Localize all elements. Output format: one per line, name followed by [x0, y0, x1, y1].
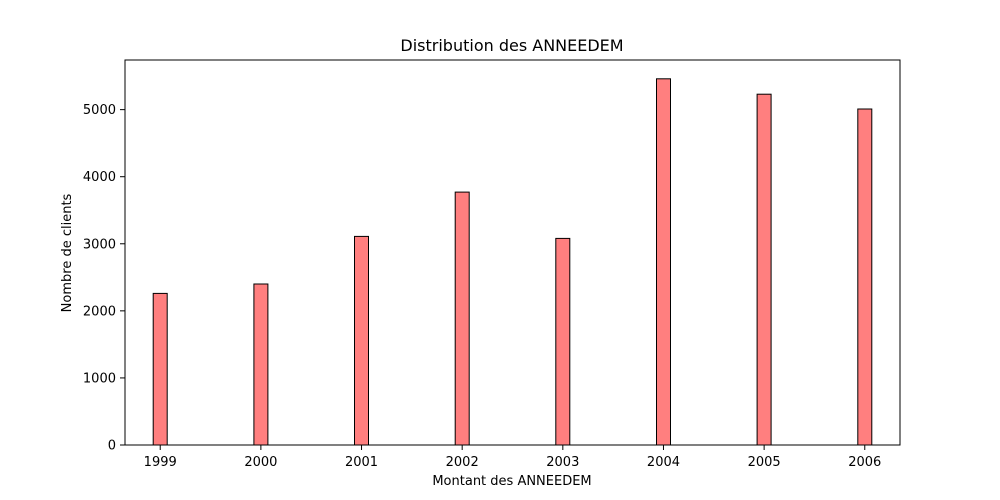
x-tick-label: 2005	[748, 455, 781, 470]
x-tick-label: 1999	[144, 455, 177, 470]
y-tick-label: 1000	[83, 371, 116, 386]
y-tick-label: 0	[108, 439, 116, 454]
bar-2004	[656, 78, 671, 446]
x-tick-label: 2000	[244, 455, 277, 470]
bar-2002	[454, 191, 470, 446]
bar-2001	[354, 235, 369, 446]
y-axis-label: Nombre de clients	[60, 193, 75, 312]
y-tick-label: 4000	[83, 170, 116, 185]
bar-1999	[152, 292, 168, 446]
y-axis-ticks: 0 1000 2000 3000 4000 5000	[83, 103, 125, 454]
bar-2003	[555, 237, 571, 446]
y-tick-label: 5000	[83, 103, 116, 118]
plot-area-frame	[124, 59, 901, 446]
x-axis-label: Montant des ANNEEDEM	[432, 474, 591, 489]
x-tick-label: 2001	[345, 455, 378, 470]
bars-layer	[152, 78, 873, 446]
x-axis-ticks: 1999 2000 2001 2002 2003 2004 2005 2006	[144, 445, 881, 470]
y-tick-label: 2000	[83, 304, 116, 319]
bar-2005	[756, 93, 772, 446]
x-tick-label: 2004	[647, 455, 680, 470]
chart-title: Distribution des ANNEEDEM	[400, 36, 623, 55]
x-tick-label: 2002	[446, 455, 479, 470]
x-tick-label: 2006	[848, 455, 881, 470]
bar-2006	[857, 108, 873, 446]
x-tick-label: 2003	[546, 455, 579, 470]
bar-2000	[253, 283, 269, 446]
y-tick-label: 3000	[83, 237, 116, 252]
